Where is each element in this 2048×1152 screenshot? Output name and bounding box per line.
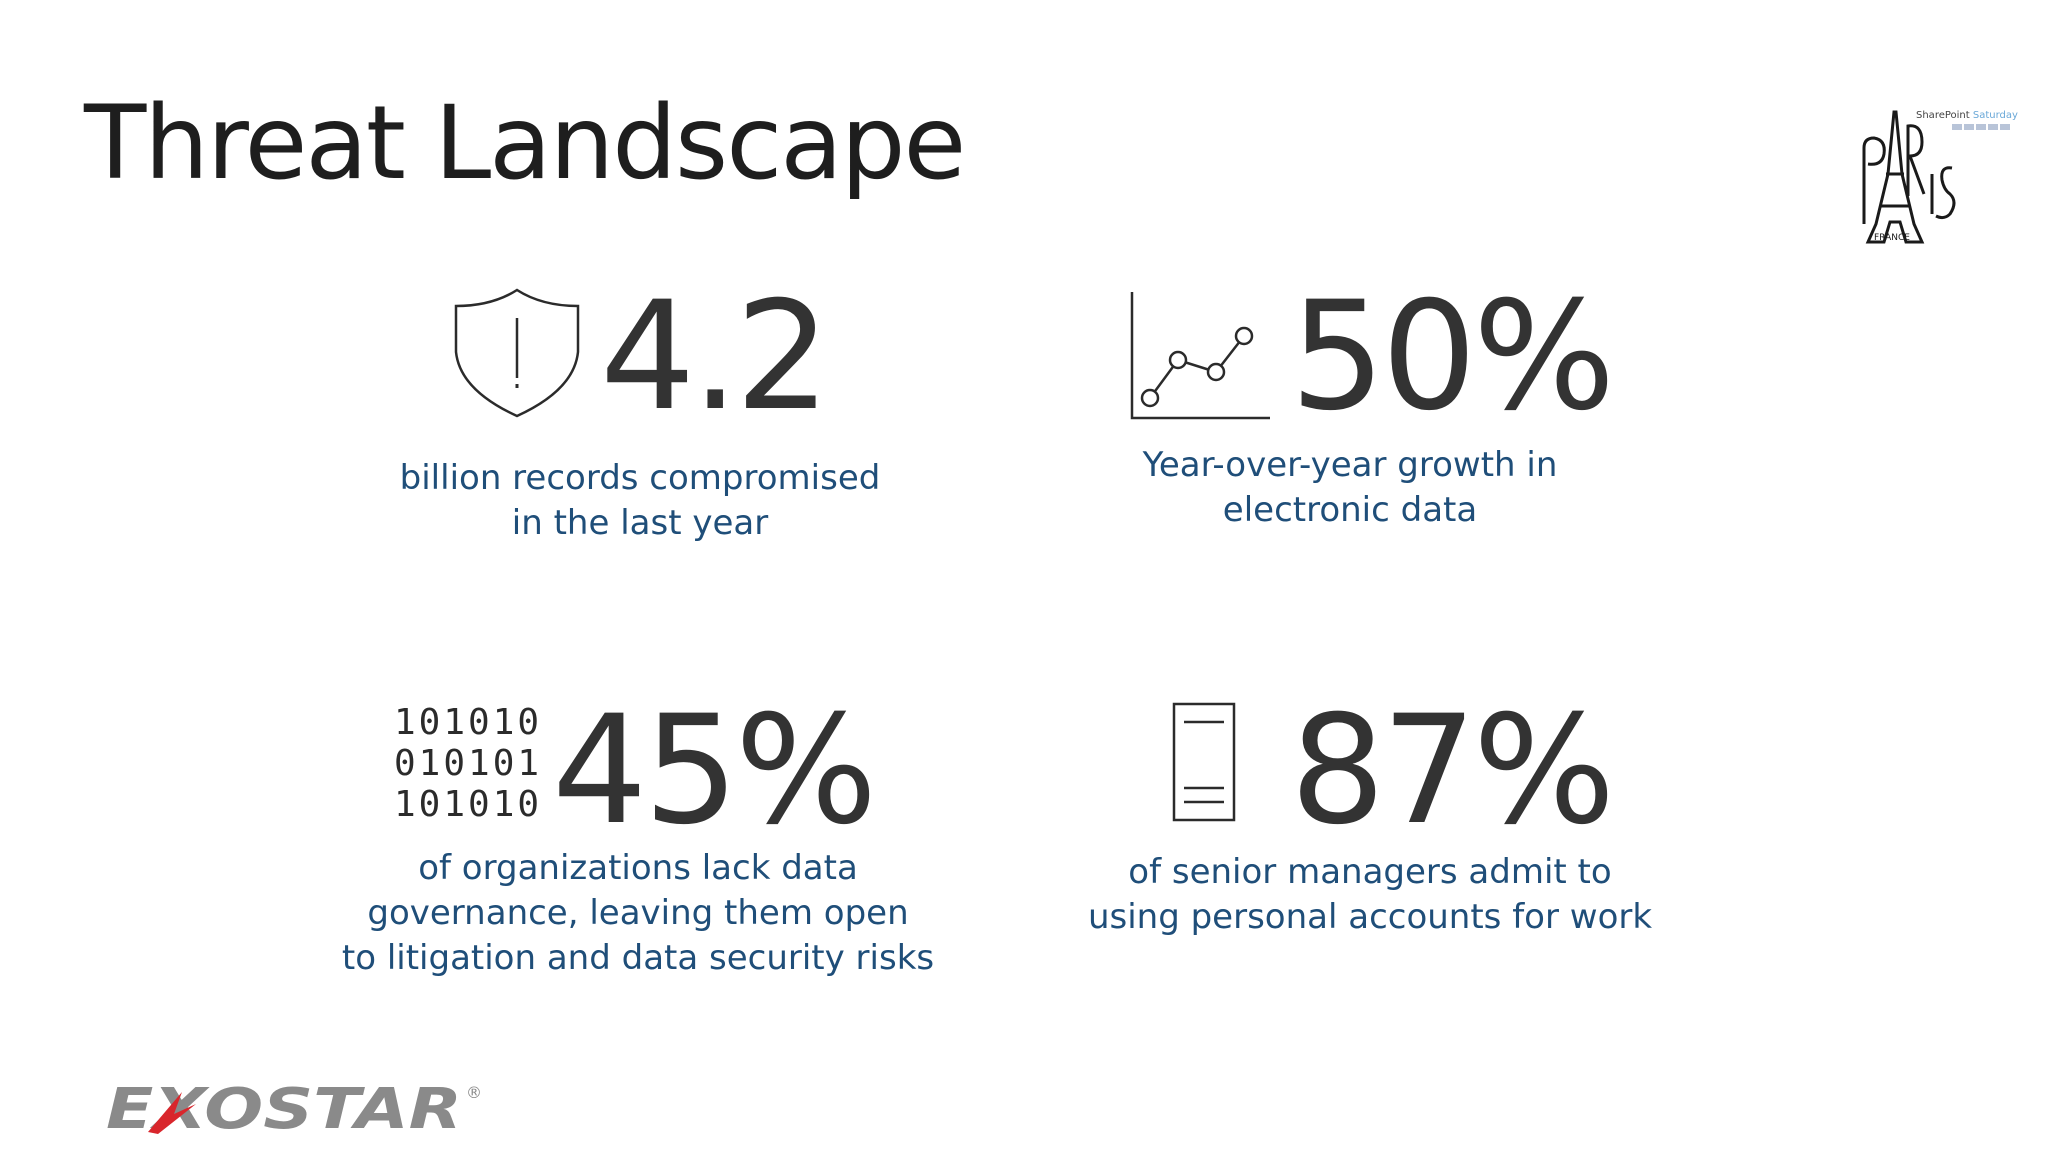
stat-description: Year-over-year growth in electronic data <box>1142 445 1558 530</box>
mobile-document-icon <box>1172 702 1236 822</box>
svg-text:SharePoint Saturday: SharePoint Saturday <box>1916 110 2018 121</box>
stat-description: billion records compromised in the last … <box>399 458 881 543</box>
stat-description: of senior managers admit to using person… <box>1087 852 1653 937</box>
registered-mark: ® <box>466 1083 482 1102</box>
exostar-logo: EXOSTAR ® <box>106 1077 482 1136</box>
stat-value: 87% <box>1290 684 1615 858</box>
binary-code-icon: 101010 010101 101010 <box>394 702 543 825</box>
stat-value: 50% <box>1290 270 1615 444</box>
svg-text:FRANCE: FRANCE <box>1874 233 1910 243</box>
stat-description: of organizations lack data governance, l… <box>341 848 935 978</box>
sharepoint-saturday-paris-logo: SharePoint Saturday FRANCE <box>1862 110 2018 244</box>
slide-title: Threat Landscape <box>84 84 966 203</box>
line-chart-icon <box>1130 292 1270 420</box>
exostar-logo-swoosh <box>148 1092 196 1134</box>
stat-value: 4.2 <box>600 270 831 444</box>
shield-exclamation-icon <box>454 288 580 418</box>
stat-value: 45% <box>552 684 877 858</box>
